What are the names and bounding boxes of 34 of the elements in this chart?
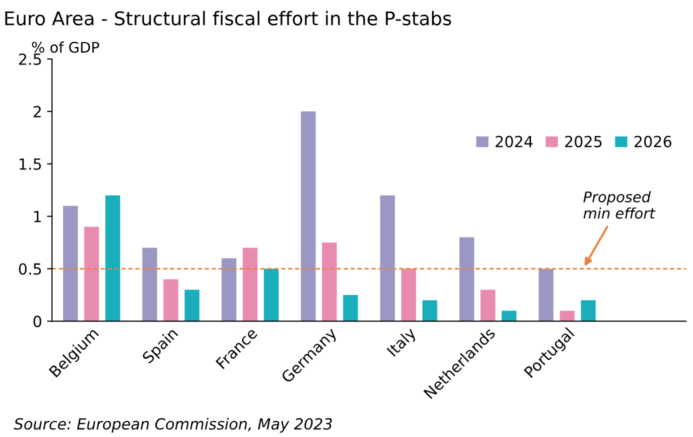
bar [105, 195, 120, 322]
bar [222, 258, 236, 322]
bar [264, 268, 279, 322]
legend-label: 2026 [634, 136, 672, 148]
bar [401, 268, 416, 322]
ref-line-label: Proposed min effort [583, 191, 656, 219]
bar [242, 248, 258, 322]
y-tick-label: 2 [34, 106, 41, 118]
y-tick-label: 2.5 [19, 53, 41, 66]
y-tick-label: 0.5 [18, 263, 41, 275]
chart-title: Euro Area - Structural fiscal effort in the P-stabs [5, 10, 452, 26]
y-tick-label: 0 [34, 316, 42, 328]
bar [322, 242, 337, 322]
legend-label: 2024 [496, 136, 533, 148]
bar [184, 290, 200, 322]
bar [538, 268, 554, 322]
y-axis-title: % of GDP [32, 42, 100, 53]
bar [480, 290, 496, 322]
bar [84, 226, 100, 322]
bar [422, 300, 438, 322]
bar [560, 310, 575, 322]
y-tick-label: 1.5 [20, 158, 41, 170]
source-note: Source: European Commission, May 2023 [14, 418, 332, 433]
bar [163, 279, 178, 322]
bar [142, 248, 158, 322]
bar [300, 111, 316, 322]
bar [459, 237, 474, 322]
bar [343, 294, 358, 322]
bar [380, 195, 395, 322]
bar [580, 300, 596, 322]
bar [502, 310, 516, 322]
bar [63, 206, 78, 322]
y-tick-label: 1 [34, 210, 41, 222]
legend-label: 2025 [565, 136, 602, 148]
